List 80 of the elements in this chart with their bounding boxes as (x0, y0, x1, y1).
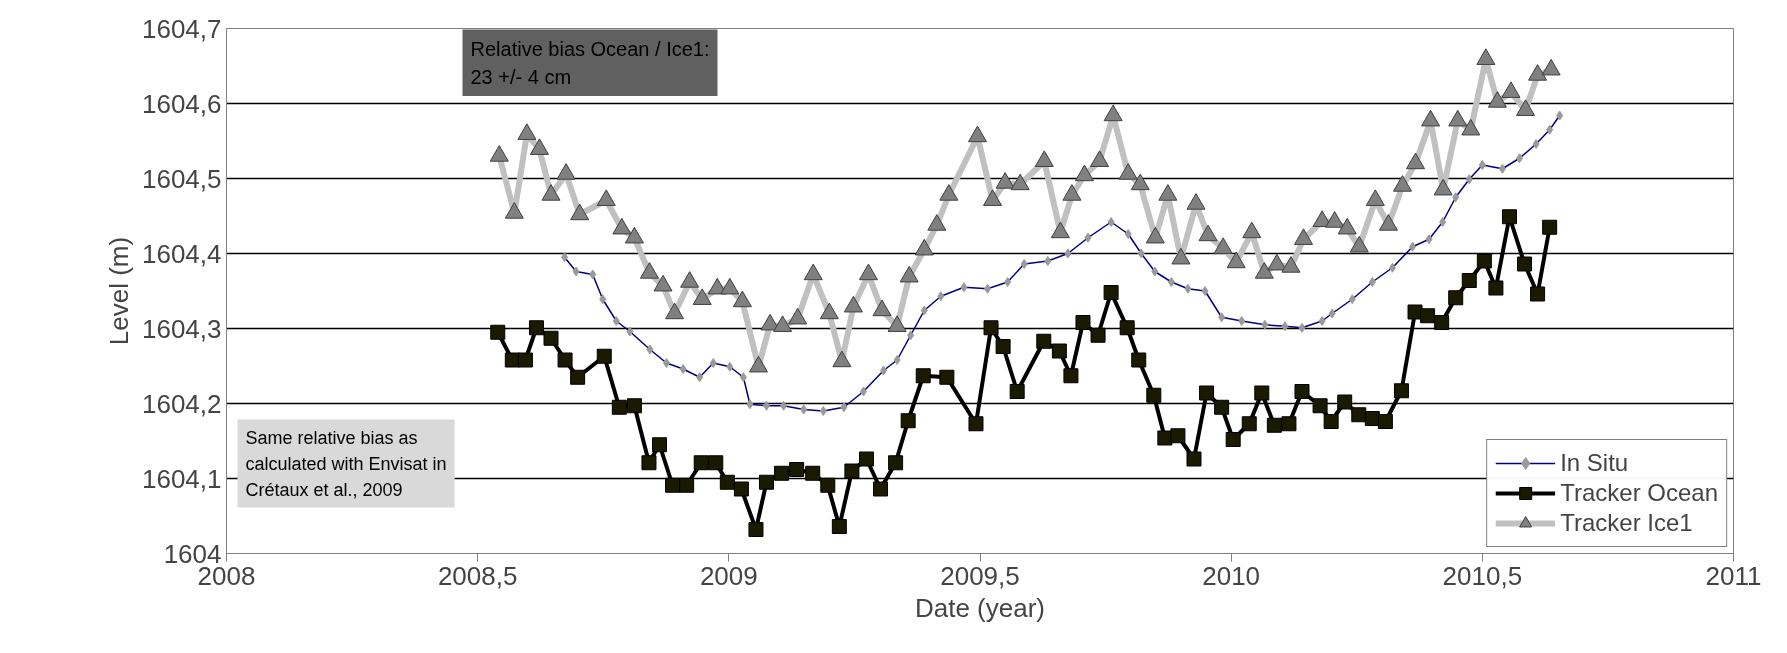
point (1238, 316, 1246, 326)
point (746, 399, 754, 410)
y-tick-label: 1604,1 (141, 463, 222, 494)
point (937, 291, 945, 302)
point (1201, 286, 1209, 296)
point (612, 316, 620, 326)
x-tick-label: 2010,5 (1442, 560, 1523, 591)
point (572, 266, 580, 277)
point (1452, 192, 1460, 203)
y-axis-title: Level (m) (103, 236, 134, 346)
point (1516, 153, 1524, 164)
point (1044, 256, 1052, 266)
x-tick-label: 2009 (699, 560, 758, 591)
point (780, 400, 788, 411)
point (1318, 316, 1326, 326)
point (1298, 322, 1306, 333)
point (599, 294, 607, 305)
point (960, 282, 968, 293)
annotation: Same relative bias as calculated with Envisat in Crétaux et al., 2009 (245, 427, 447, 500)
point (646, 344, 654, 355)
point (1167, 277, 1175, 287)
point (1546, 124, 1554, 135)
point (1261, 319, 1269, 330)
point (1137, 248, 1145, 259)
point (1348, 294, 1356, 305)
point (1064, 248, 1072, 259)
point (1184, 283, 1192, 294)
point (709, 358, 717, 368)
point (1478, 160, 1486, 170)
point (819, 406, 827, 416)
point (626, 326, 634, 337)
point (984, 283, 992, 294)
y-tick-label: 1604,3 (141, 313, 222, 344)
point (1124, 229, 1132, 239)
y-tick-label: 1604,4 (141, 238, 222, 269)
point (1368, 277, 1376, 287)
point (696, 372, 704, 383)
annotation: Relative bias Ocean / Ice1: 23 +/- 4 cm (470, 37, 710, 89)
point (1107, 217, 1115, 227)
x-tick-label: 2011 (1705, 560, 1762, 591)
legend-label: Tracker Ocean (1560, 479, 1718, 507)
point (893, 355, 901, 365)
y-tick-label: 1604,6 (141, 88, 222, 119)
y-tick-label: 1604,2 (141, 388, 222, 419)
point (663, 358, 671, 368)
point (840, 402, 848, 413)
point (1439, 217, 1447, 227)
point (561, 252, 569, 263)
point (1498, 163, 1506, 174)
point (1218, 312, 1226, 323)
point (1465, 174, 1473, 185)
legend-label: Tracker Ice1 (1560, 509, 1693, 537)
point (1532, 139, 1540, 149)
point (726, 361, 734, 372)
point (589, 269, 597, 280)
point (1020, 259, 1028, 269)
point (1151, 266, 1159, 277)
point (1328, 308, 1336, 319)
x-axis-title: Date (year) (914, 592, 1046, 623)
point (880, 365, 888, 376)
point (1409, 241, 1417, 252)
x-tick-label: 2010 (1202, 560, 1261, 591)
point (1388, 262, 1396, 273)
point (739, 372, 747, 383)
point (1556, 110, 1564, 121)
y-tick-label: 1604,5 (141, 163, 222, 194)
point (1084, 232, 1092, 243)
point (859, 386, 867, 397)
legend-label: In Situ (1560, 449, 1629, 477)
point (800, 404, 808, 415)
point (1425, 234, 1433, 245)
point (1004, 277, 1012, 287)
point (763, 400, 771, 411)
y-tick-label: 1604,7 (141, 13, 222, 44)
point (679, 364, 687, 374)
point (920, 305, 928, 316)
point (1281, 321, 1289, 332)
x-tick-label: 2009,5 (940, 560, 1020, 591)
point (907, 330, 915, 341)
x-tick-label: 2008,5 (437, 560, 518, 591)
